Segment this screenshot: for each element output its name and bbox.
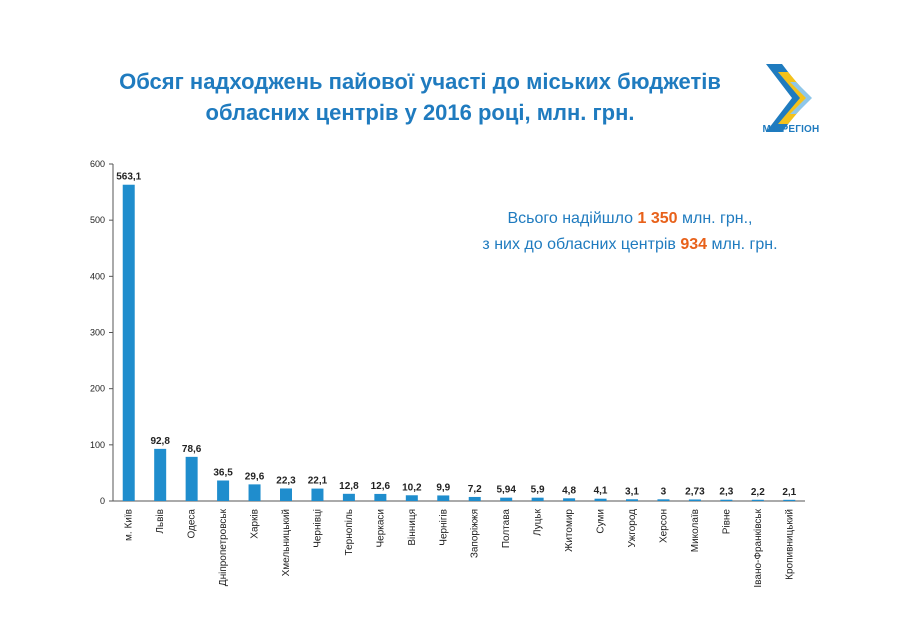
data-label: 2,3 [719,487,733,498]
data-label: 10,2 [402,482,422,493]
summary-line-1: Всього надійшло 1 350 млн. грн., [380,206,880,232]
category-label: Вінниця [407,509,418,546]
bar [783,499,796,501]
category-label: Ужгород [627,509,638,548]
category-label: Херсон [658,509,669,543]
bar [374,493,387,501]
category-label: Миколаїв [690,509,701,552]
data-label: 3 [661,486,667,497]
bar [688,499,701,501]
data-label: 22,3 [276,475,296,486]
total-value: 1 350 [637,210,678,227]
category-label: м. Київ [124,509,135,541]
data-label: 12,6 [371,481,391,492]
data-label: 4,1 [594,486,608,497]
bar [248,484,261,501]
y-tick-label: 400 [90,271,105,281]
bar-chart: 0 100 200 300 400 500 600 563,1 м. Київ 92,8 Львів… [90,159,805,588]
minregion-logo-icon [766,64,812,132]
data-label: 92,8 [150,436,170,447]
data-label: 2,1 [782,487,796,498]
category-label: Житомир [564,509,575,552]
title-line-1: Обсяг надходжень пайової участі до міськ… [119,69,721,94]
bar [437,495,450,501]
category-label: Одеса [187,509,198,539]
category-label: Кропивницький [784,509,795,580]
data-label: 36,5 [213,467,233,478]
category-label: Запоріжжя [470,509,481,558]
data-label: 78,6 [182,444,202,455]
bar [751,499,764,501]
bar [657,499,670,501]
category-label: Луцьк [533,508,544,536]
bar [280,488,292,501]
category-label: Чернівці [312,509,323,548]
title-line-2: обласних центрів у 2016 році, млн. грн. [205,100,635,125]
bar [468,496,481,501]
bar [122,184,135,501]
data-label: 22,1 [308,476,328,487]
category-label: Тернопіль [344,509,355,555]
bar [563,498,576,501]
summary-line-2-post: млн. грн. [707,236,778,253]
data-label: 9,9 [436,482,450,493]
oblast-centers-value: 934 [680,236,708,253]
bar [342,493,355,501]
y-tick-label: 300 [90,328,105,338]
category-label: Черкаси [375,509,386,548]
y-tick-label: 200 [90,384,105,394]
y-tick-label: 100 [90,440,105,450]
data-label: 5,94 [496,485,516,496]
data-label: 7,2 [468,484,482,495]
bar [154,448,167,501]
data-label: 29,6 [245,471,265,482]
category-label: Харків [250,509,261,539]
bar [311,488,324,501]
y-tick-label: 500 [90,215,105,225]
category-label: Хмельницький [281,509,292,576]
bar [531,497,544,501]
category-label: Дніпропетровськ [218,508,229,586]
summary-text: Всього надійшло 1 350 млн. грн., з них д… [380,206,880,258]
category-label: Львів [155,509,166,534]
category-label: Чернігів [438,509,449,546]
data-label: 2,73 [685,486,705,497]
bar [626,499,638,501]
y-tick-label: 600 [90,159,105,169]
bar [500,497,513,501]
bar [217,480,230,501]
data-label: 563,1 [116,172,141,183]
data-label: 2,2 [751,487,765,498]
category-label: Суми [596,509,607,534]
y-tick-label: 0 [100,496,105,506]
bar [594,498,607,501]
category-label: Рівне [721,509,732,535]
data-label: 4,8 [562,485,576,496]
summary-line-1-pre: Всього надійшло [507,210,638,227]
bar [720,499,733,501]
category-label: Полтава [501,509,512,549]
chart-title: Обсяг надходжень пайової участі до міськ… [40,66,800,128]
summary-line-2: з них до обласних центрів 934 млн. грн. [380,232,880,258]
data-label: 5,9 [531,485,545,496]
bar [405,495,418,501]
summary-line-2-pre: з них до обласних центрів [482,236,681,253]
bar [185,456,198,501]
summary-line-1-post: млн. грн., [677,210,753,227]
data-label: 12,8 [339,481,359,492]
category-label: Івано-Франківськ [753,508,764,587]
logo-text: МІНРЕГІОН [762,124,820,135]
data-label: 3,1 [625,486,639,497]
